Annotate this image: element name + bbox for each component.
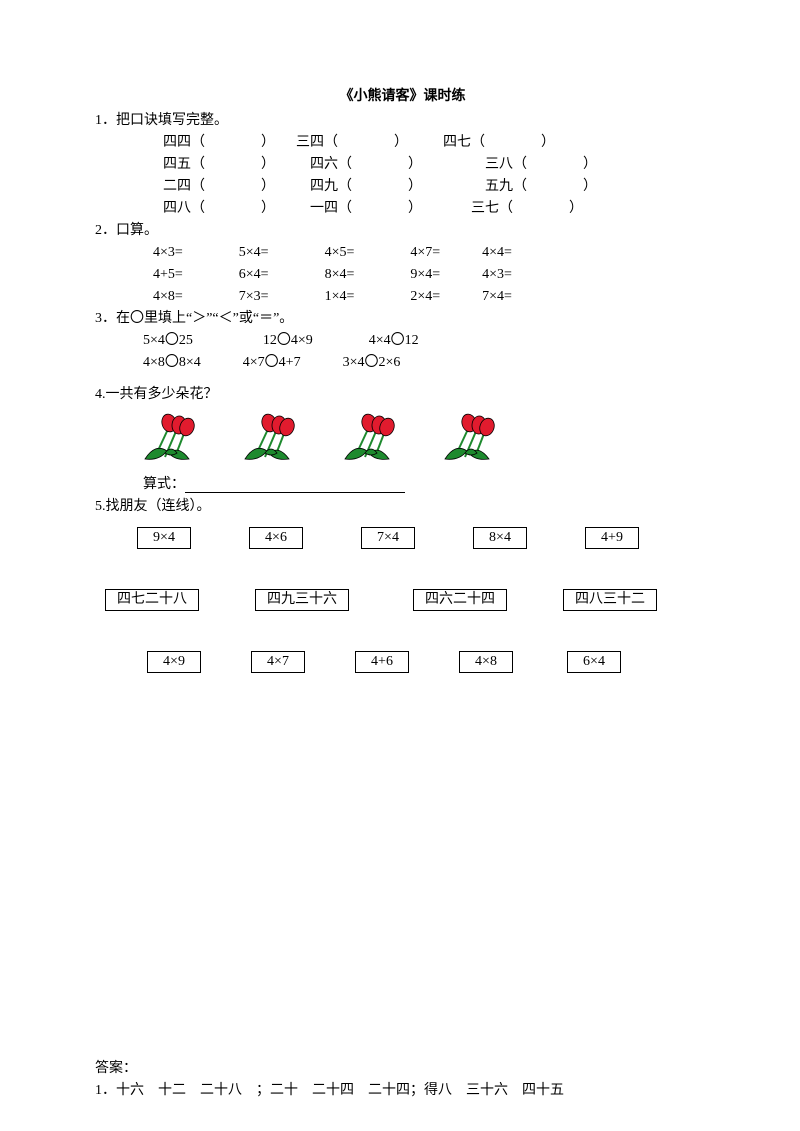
match-box[interactable]: 四八三十二 — [563, 589, 657, 611]
answer-line-1: 1．十六 十二 二十八 ；二十 二十四 二十四；得八 三十六 四十五 — [95, 1079, 710, 1099]
q4-label: 4.一共有多少朵花？ — [95, 383, 710, 403]
q2-label: 2．口算。 — [95, 219, 710, 239]
match-box[interactable]: 4+6 — [355, 651, 409, 673]
match-box[interactable]: 4×7 — [251, 651, 305, 673]
answer-label: 答案： — [95, 1057, 710, 1077]
q1-row: 四八（ ） 一四（ ） 三七（ ） — [95, 197, 710, 217]
flower-icon — [235, 409, 307, 463]
flower-icon — [335, 409, 407, 463]
match-box[interactable]: 6×4 — [567, 651, 621, 673]
q1-label: 1．把口诀填写完整。 — [95, 109, 710, 129]
match-box[interactable]: 四六二十四 — [413, 589, 507, 611]
match-box[interactable]: 四七二十八 — [105, 589, 199, 611]
page-title: 《小熊请客》课时练 — [95, 85, 710, 105]
q3-row: 5×4〇25 12〇4×9 4×4〇12 — [95, 329, 710, 349]
q2-row: 4+5= 6×4= 8×4= 9×4= 4×3= — [95, 263, 710, 283]
match-box[interactable]: 四九三十六 — [255, 589, 349, 611]
q5-row1: 9×4 4×6 7×4 8×4 4+9 — [95, 527, 710, 549]
match-box[interactable]: 4×9 — [147, 651, 201, 673]
match-box[interactable]: 4×8 — [459, 651, 513, 673]
q4-formula-label: 算式： — [143, 477, 185, 492]
q1-row: 二四（ ） 四九（ ） 五九（ ） — [95, 175, 710, 195]
q4-answer-blank[interactable] — [185, 478, 405, 493]
q5-row2: 四七二十八 四九三十六 四六二十四 四八三十二 — [95, 589, 710, 611]
q1-row: 四五（ ） 四六（ ） 三八（ ） — [95, 153, 710, 173]
match-box[interactable]: 4+9 — [585, 527, 639, 549]
match-box[interactable]: 9×4 — [137, 527, 191, 549]
q2-row: 4×3= 5×4= 4×5= 4×7= 4×4= — [95, 241, 710, 261]
match-box[interactable]: 4×6 — [249, 527, 303, 549]
q2-row: 4×8= 7×3= 1×4= 2×4= 7×4= — [95, 285, 710, 305]
q5-label: 5.找朋友（连线）。 — [95, 495, 710, 515]
flower-icon — [135, 409, 207, 463]
q1-row: 四四（ ） 三四（ ） 四七（ ） — [95, 131, 710, 151]
q3-label: 3．在〇里填上“＞”“＜”或“＝”。 — [95, 307, 710, 327]
q5-row3: 4×9 4×7 4+6 4×8 6×4 — [95, 651, 710, 673]
flower-icon — [435, 409, 507, 463]
match-box[interactable]: 8×4 — [473, 527, 527, 549]
q3-row: 4×8〇8×4 4×7〇4+7 3×4〇2×6 — [95, 351, 710, 371]
match-box[interactable]: 7×4 — [361, 527, 415, 549]
q4-formula: 算式： — [95, 473, 710, 493]
